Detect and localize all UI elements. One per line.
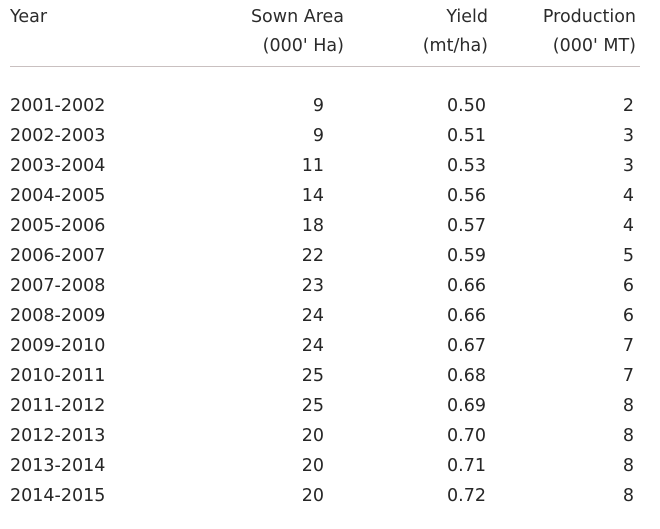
cell-yield: 0.56 bbox=[447, 186, 486, 206]
table-row: 2006-2007 22 0.59 5 bbox=[0, 241, 660, 271]
table-row: 2003-2004 11 0.53 3 bbox=[0, 151, 660, 181]
cell-production: 8 bbox=[622, 456, 634, 476]
cell-sown-area: 25 bbox=[301, 396, 324, 416]
cell-yield: 0.53 bbox=[447, 156, 486, 176]
cell-sown-area: 11 bbox=[301, 156, 324, 176]
table-row: 2012-2013 20 0.70 8 bbox=[0, 421, 660, 451]
table-row: 2010-2011 25 0.68 7 bbox=[0, 361, 660, 391]
cell-yield: 0.67 bbox=[447, 336, 486, 356]
cell-sown-area: 22 bbox=[301, 246, 324, 266]
cell-year: 2008-2009 bbox=[10, 306, 106, 326]
cell-sown-area: 25 bbox=[301, 366, 324, 386]
cell-yield: 0.59 bbox=[447, 246, 486, 266]
cell-production: 8 bbox=[622, 486, 634, 506]
header-yield-unit: (mt/ha) bbox=[422, 36, 488, 56]
table-row: 2013-2014 20 0.71 8 bbox=[0, 451, 660, 481]
table-row: 2002-2003 9 0.51 3 bbox=[0, 121, 660, 151]
cell-yield: 0.66 bbox=[447, 276, 486, 296]
cell-year: 2004-2005 bbox=[10, 186, 106, 206]
header-yield-label: Yield bbox=[446, 7, 488, 27]
cell-year: 2001-2002 bbox=[10, 96, 106, 116]
cell-sown-area: 24 bbox=[301, 336, 324, 356]
header-divider bbox=[10, 66, 640, 67]
cell-sown-area: 14 bbox=[301, 186, 324, 206]
header-sown-area-unit: (000' Ha) bbox=[262, 36, 344, 56]
cell-year: 2006-2007 bbox=[10, 246, 106, 266]
cell-yield: 0.51 bbox=[447, 126, 486, 146]
table-row: 2004-2005 14 0.56 4 bbox=[0, 181, 660, 211]
cell-production: 3 bbox=[622, 156, 634, 176]
header-production-unit: (000' MT) bbox=[552, 36, 636, 56]
cell-yield: 0.69 bbox=[447, 396, 486, 416]
cell-production: 6 bbox=[622, 306, 634, 326]
cell-yield: 0.50 bbox=[447, 96, 486, 116]
cell-year: 2002-2003 bbox=[10, 126, 106, 146]
cell-yield: 0.72 bbox=[447, 486, 486, 506]
cell-year: 2009-2010 bbox=[10, 336, 106, 356]
cell-year: 2013-2014 bbox=[10, 456, 106, 476]
cell-sown-area: 9 bbox=[312, 126, 324, 146]
cell-year: 2003-2004 bbox=[10, 156, 106, 176]
cell-sown-area: 9 bbox=[312, 96, 324, 116]
cell-yield: 0.57 bbox=[447, 216, 486, 236]
table-row: 2005-2006 18 0.57 4 bbox=[0, 211, 660, 241]
cell-year: 2010-2011 bbox=[10, 366, 106, 386]
cell-production: 8 bbox=[622, 396, 634, 416]
cell-yield: 0.66 bbox=[447, 306, 486, 326]
header-production: Production (000' MT) bbox=[543, 3, 636, 61]
table-row: 2007-2008 23 0.66 6 bbox=[0, 271, 660, 301]
cell-sown-area: 20 bbox=[301, 426, 324, 446]
cell-production: 6 bbox=[622, 276, 634, 296]
cell-yield: 0.68 bbox=[447, 366, 486, 386]
cell-year: 2014-2015 bbox=[10, 486, 106, 506]
cell-sown-area: 18 bbox=[301, 216, 324, 236]
cell-yield: 0.71 bbox=[447, 456, 486, 476]
cell-year: 2012-2013 bbox=[10, 426, 106, 446]
cell-year: 2011-2012 bbox=[10, 396, 106, 416]
cell-sown-area: 23 bbox=[301, 276, 324, 296]
cell-sown-area: 20 bbox=[301, 456, 324, 476]
cell-production: 2 bbox=[622, 96, 634, 116]
cell-production: 7 bbox=[622, 336, 634, 356]
cell-sown-area: 20 bbox=[301, 486, 324, 506]
header-year-label: Year bbox=[10, 7, 48, 27]
cell-year: 2005-2006 bbox=[10, 216, 106, 236]
table-body: 2001-2002 9 0.50 2 2002-2003 9 0.51 3 2003-2004 1… bbox=[0, 91, 660, 511]
cell-yield: 0.70 bbox=[447, 426, 486, 446]
header-year: Year bbox=[10, 3, 47, 32]
header-sown-area: Sown Area (000' Ha) bbox=[251, 3, 344, 61]
cell-production: 7 bbox=[622, 366, 634, 386]
cell-production: 4 bbox=[622, 186, 634, 206]
cell-year: 2007-2008 bbox=[10, 276, 106, 296]
cell-sown-area: 24 bbox=[301, 306, 324, 326]
table-row: 2009-2010 24 0.67 7 bbox=[0, 331, 660, 361]
cell-production: 3 bbox=[622, 126, 634, 146]
header-yield: Yield (mt/ha) bbox=[423, 3, 488, 61]
table-row: 2008-2009 24 0.66 6 bbox=[0, 301, 660, 331]
table-row: 2011-2012 25 0.69 8 bbox=[0, 391, 660, 421]
header-production-label: Production bbox=[542, 7, 636, 27]
cell-production: 8 bbox=[622, 426, 634, 446]
cell-production: 4 bbox=[622, 216, 634, 236]
table-row: 2001-2002 9 0.50 2 bbox=[0, 91, 660, 121]
table-row: 2014-2015 20 0.72 8 bbox=[0, 481, 660, 511]
cell-production: 5 bbox=[622, 246, 634, 266]
header-sown-area-label: Sown Area bbox=[250, 7, 344, 27]
